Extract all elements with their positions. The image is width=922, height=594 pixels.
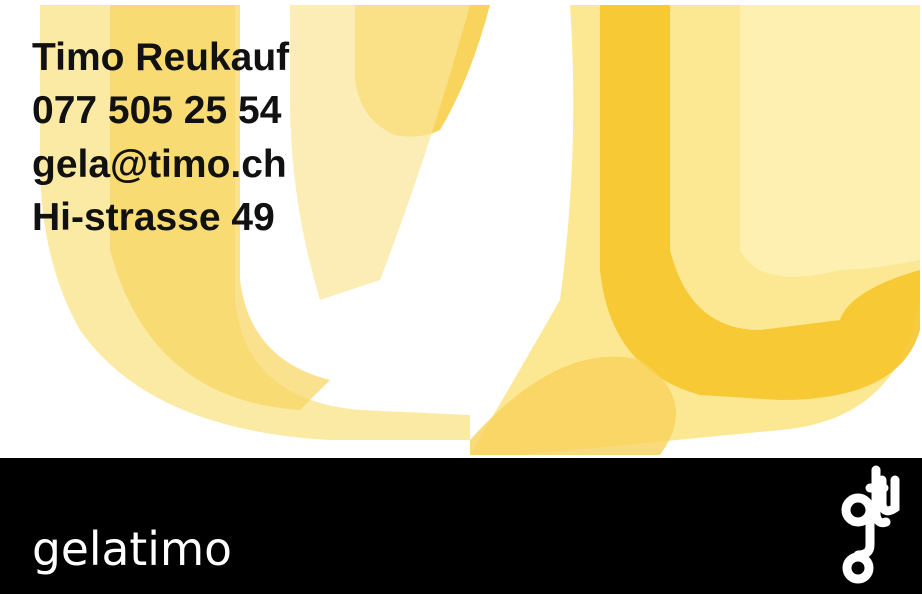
footer-band <box>0 458 922 594</box>
name: Timo Reukauf <box>32 36 290 79</box>
address: Hi-strasse 49 <box>32 196 275 239</box>
logo-monogram <box>841 465 900 584</box>
phone: 077 505 25 54 <box>32 89 282 132</box>
email: gela@timo.ch <box>32 143 287 186</box>
logo-wordmark: gelatimo <box>32 522 232 576</box>
brush-artwork <box>40 5 920 455</box>
